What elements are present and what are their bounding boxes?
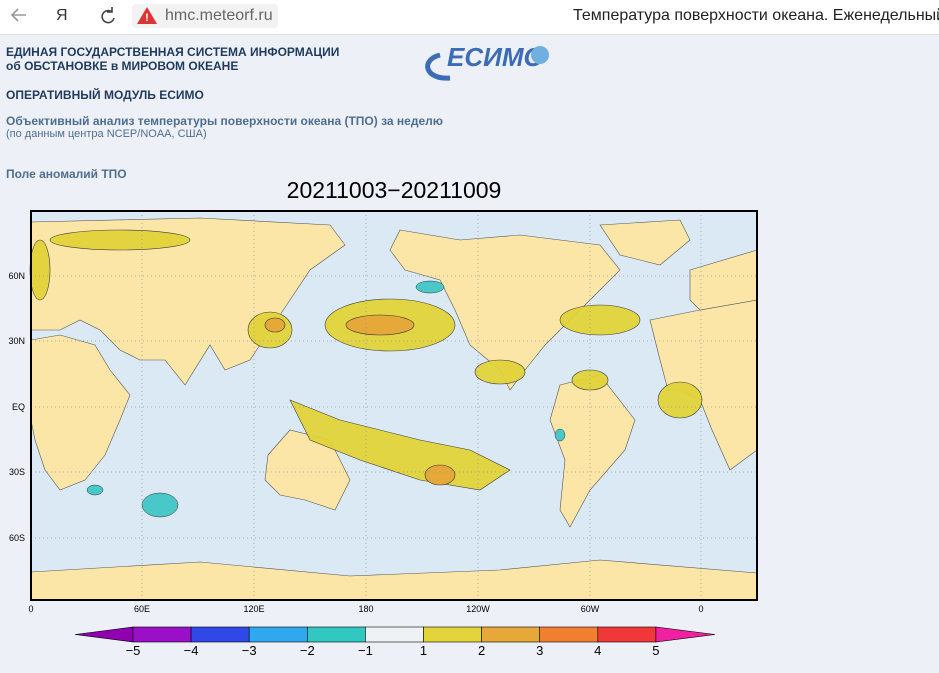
colorbar-label: −3 (242, 643, 257, 658)
lat-label: 60S (9, 533, 25, 543)
back-button[interactable] (10, 8, 26, 22)
colorbar-label: −5 (126, 643, 141, 658)
graticule (31, 211, 757, 600)
colorbar-end (655, 626, 716, 643)
anomaly-negative (86, 280, 566, 518)
anomaly-positive (29, 229, 703, 491)
logo-text: ЕСИМО (447, 42, 544, 72)
colorbar-box (248, 626, 308, 643)
field-title: Поле аномалий ТПО (6, 167, 127, 181)
reload-button[interactable] (101, 7, 115, 24)
colorbar-box (597, 626, 657, 643)
colorbar-label: 5 (652, 643, 659, 658)
anomaly-strong (264, 314, 456, 486)
colorbar-box (423, 626, 482, 643)
lon-label: 180 (358, 604, 373, 614)
colorbar-box (190, 626, 250, 643)
warning-icon[interactable] (137, 7, 157, 24)
colorbar-box (306, 626, 366, 643)
lat-label: 60N (8, 271, 25, 281)
module-title: ОПЕРАТИВНЫЙ МОДУЛЬ ЕСИМО (6, 88, 204, 102)
colorbar-box (132, 626, 192, 643)
url[interactable]: hmc.meteorf.ru (165, 7, 273, 24)
colorbar-label: −2 (300, 643, 315, 658)
analysis-title: Объективный анализ температуры поверхнос… (6, 114, 443, 128)
tab-title: Температура поверхности океана. Еженедел… (573, 7, 939, 24)
lon-label: 0 (698, 604, 703, 614)
lon-label: 0 (28, 604, 33, 614)
lon-label: 120E (243, 604, 264, 614)
warning-mark: ! (145, 12, 149, 24)
ocean (31, 211, 757, 600)
browser-icons: ! (10, 4, 278, 28)
colorbar-box (481, 626, 541, 643)
url-box[interactable] (132, 4, 278, 28)
land (30, 217, 758, 601)
lat-label: EQ (12, 402, 25, 412)
brand-button[interactable]: Я (56, 7, 68, 24)
logo-globe (531, 46, 549, 64)
browser-bar: ! Я hmc.meteorf.ru Температура поверхнос… (0, 0, 939, 35)
header-line: ЕДИНАЯ ГОСУДАРСТВЕННАЯ СИСТЕМА ИНФОРМАЦИ… (6, 45, 340, 59)
colorbar-label: −4 (184, 643, 199, 658)
header-line: об ОБСТАНОВКЕ в МИРОВОМ ОКЕАНЕ (6, 59, 239, 73)
colorbar-end (74, 626, 134, 643)
colorbar-label: 2 (478, 643, 485, 658)
map-title: 20211003−20211009 (287, 177, 502, 203)
source-note: (по данным центра NCEP/NOAA, США) (6, 128, 207, 140)
colorbar-label: 3 (536, 643, 543, 658)
map-frame (30, 210, 758, 601)
colorbar-label: 4 (594, 643, 601, 658)
map-area (29, 210, 758, 601)
colorbar-label: 1 (420, 643, 427, 658)
logo-swoosh (425, 52, 451, 81)
colorbar-box (539, 626, 599, 643)
lat-label: 30S (9, 467, 25, 477)
lon-label: 60W (581, 604, 600, 614)
lon-label: 60E (134, 604, 150, 614)
colorbar-box (365, 626, 424, 643)
lon-label: 120W (466, 604, 490, 614)
colorbar-label: −1 (358, 643, 373, 658)
lat-label: 30N (8, 336, 25, 346)
